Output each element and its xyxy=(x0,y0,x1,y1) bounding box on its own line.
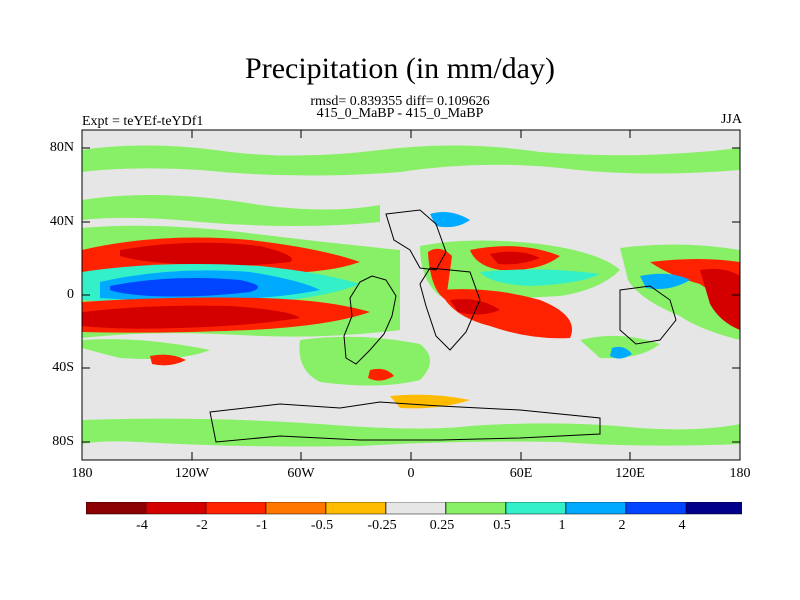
green-band-north xyxy=(82,145,740,176)
lat-label-0: 0 xyxy=(67,287,74,302)
colorbar-swatch xyxy=(265,502,326,515)
red-south-atlantic xyxy=(368,368,394,381)
colorbar-label: -4 xyxy=(136,518,148,533)
plot-title: Precipitation (in mm/day) xyxy=(245,52,555,85)
colorbar-swatch xyxy=(505,502,566,515)
colorbar-swatch xyxy=(445,502,506,515)
antarctica-outline xyxy=(209,401,601,443)
lat-label-80n: 80N xyxy=(49,140,74,155)
lon-label-60e: 60E xyxy=(509,466,533,481)
colorbar-swatch xyxy=(565,502,626,515)
green-south-atlantic xyxy=(299,336,430,386)
rmsd-diff-stats: rmsd= 0.839355 diff= 0.109626 xyxy=(310,94,490,109)
colorbar-swatch xyxy=(385,502,446,515)
colorbar-swatch xyxy=(685,502,742,515)
africa-outline xyxy=(419,267,481,351)
blue-eq-pacific xyxy=(110,278,258,297)
lon-label-120w: 120W xyxy=(174,466,210,481)
red-south-patch xyxy=(150,354,186,366)
lon-label-180w: 180 xyxy=(71,466,93,481)
lon-label-60w: 60W xyxy=(287,466,315,481)
australia-outline xyxy=(619,285,677,345)
darkred-south-indian xyxy=(450,299,500,315)
green-south-pacific xyxy=(82,339,210,359)
blue-south-indian xyxy=(610,346,632,359)
colorbar-label: 0.25 xyxy=(429,518,455,533)
colorbar-label: 1 xyxy=(558,518,566,533)
colorbar-label: -0.25 xyxy=(367,518,397,533)
colorbar-swatch xyxy=(325,502,386,515)
red-west-africa xyxy=(428,248,452,300)
darkred-south-pacific xyxy=(82,305,300,329)
expt-label: Expt = teYEf-teYDf1 xyxy=(82,114,204,129)
lat-label-40n: 40N xyxy=(49,214,74,229)
axis-ticks xyxy=(81,130,741,460)
colorbar xyxy=(86,502,742,515)
europe-outline xyxy=(385,209,447,271)
cyan-indian xyxy=(480,269,600,286)
colorbar-label: 4 xyxy=(678,518,686,533)
colorbar-label: -1 xyxy=(256,518,268,533)
orange-south xyxy=(390,394,470,409)
lon-label-120e: 120E xyxy=(615,466,645,481)
colorbar-swatch xyxy=(145,502,206,515)
green-band-midlat xyxy=(82,195,380,226)
colorbar-swatch xyxy=(86,502,146,515)
lon-label-0: 0 xyxy=(407,466,415,481)
colorbar-label: 0.5 xyxy=(493,518,511,533)
lat-label-40s: 40S xyxy=(52,360,74,375)
colorbar-label: 2 xyxy=(618,518,626,533)
south-america-outline xyxy=(343,275,397,365)
colorbar-swatch xyxy=(625,502,686,515)
blue-west-pacific xyxy=(640,273,690,289)
darkred-north-indian xyxy=(490,251,540,265)
blue-mediterranean xyxy=(430,212,470,228)
colorbar-label: -2 xyxy=(196,518,208,533)
colorbar-label: -0.5 xyxy=(310,518,334,533)
precip-field xyxy=(82,145,740,447)
season-label: JJA xyxy=(720,112,742,127)
colorbar-swatch xyxy=(205,502,266,515)
darkred-north-pacific xyxy=(120,242,292,266)
darkred-west-pacific xyxy=(700,268,740,330)
lon-label-180e: 180 xyxy=(729,466,751,481)
experiment-comparison: 415_0_MaBP - 415_0_MaBP xyxy=(316,106,484,121)
lat-label-80s: 80S xyxy=(52,434,74,449)
